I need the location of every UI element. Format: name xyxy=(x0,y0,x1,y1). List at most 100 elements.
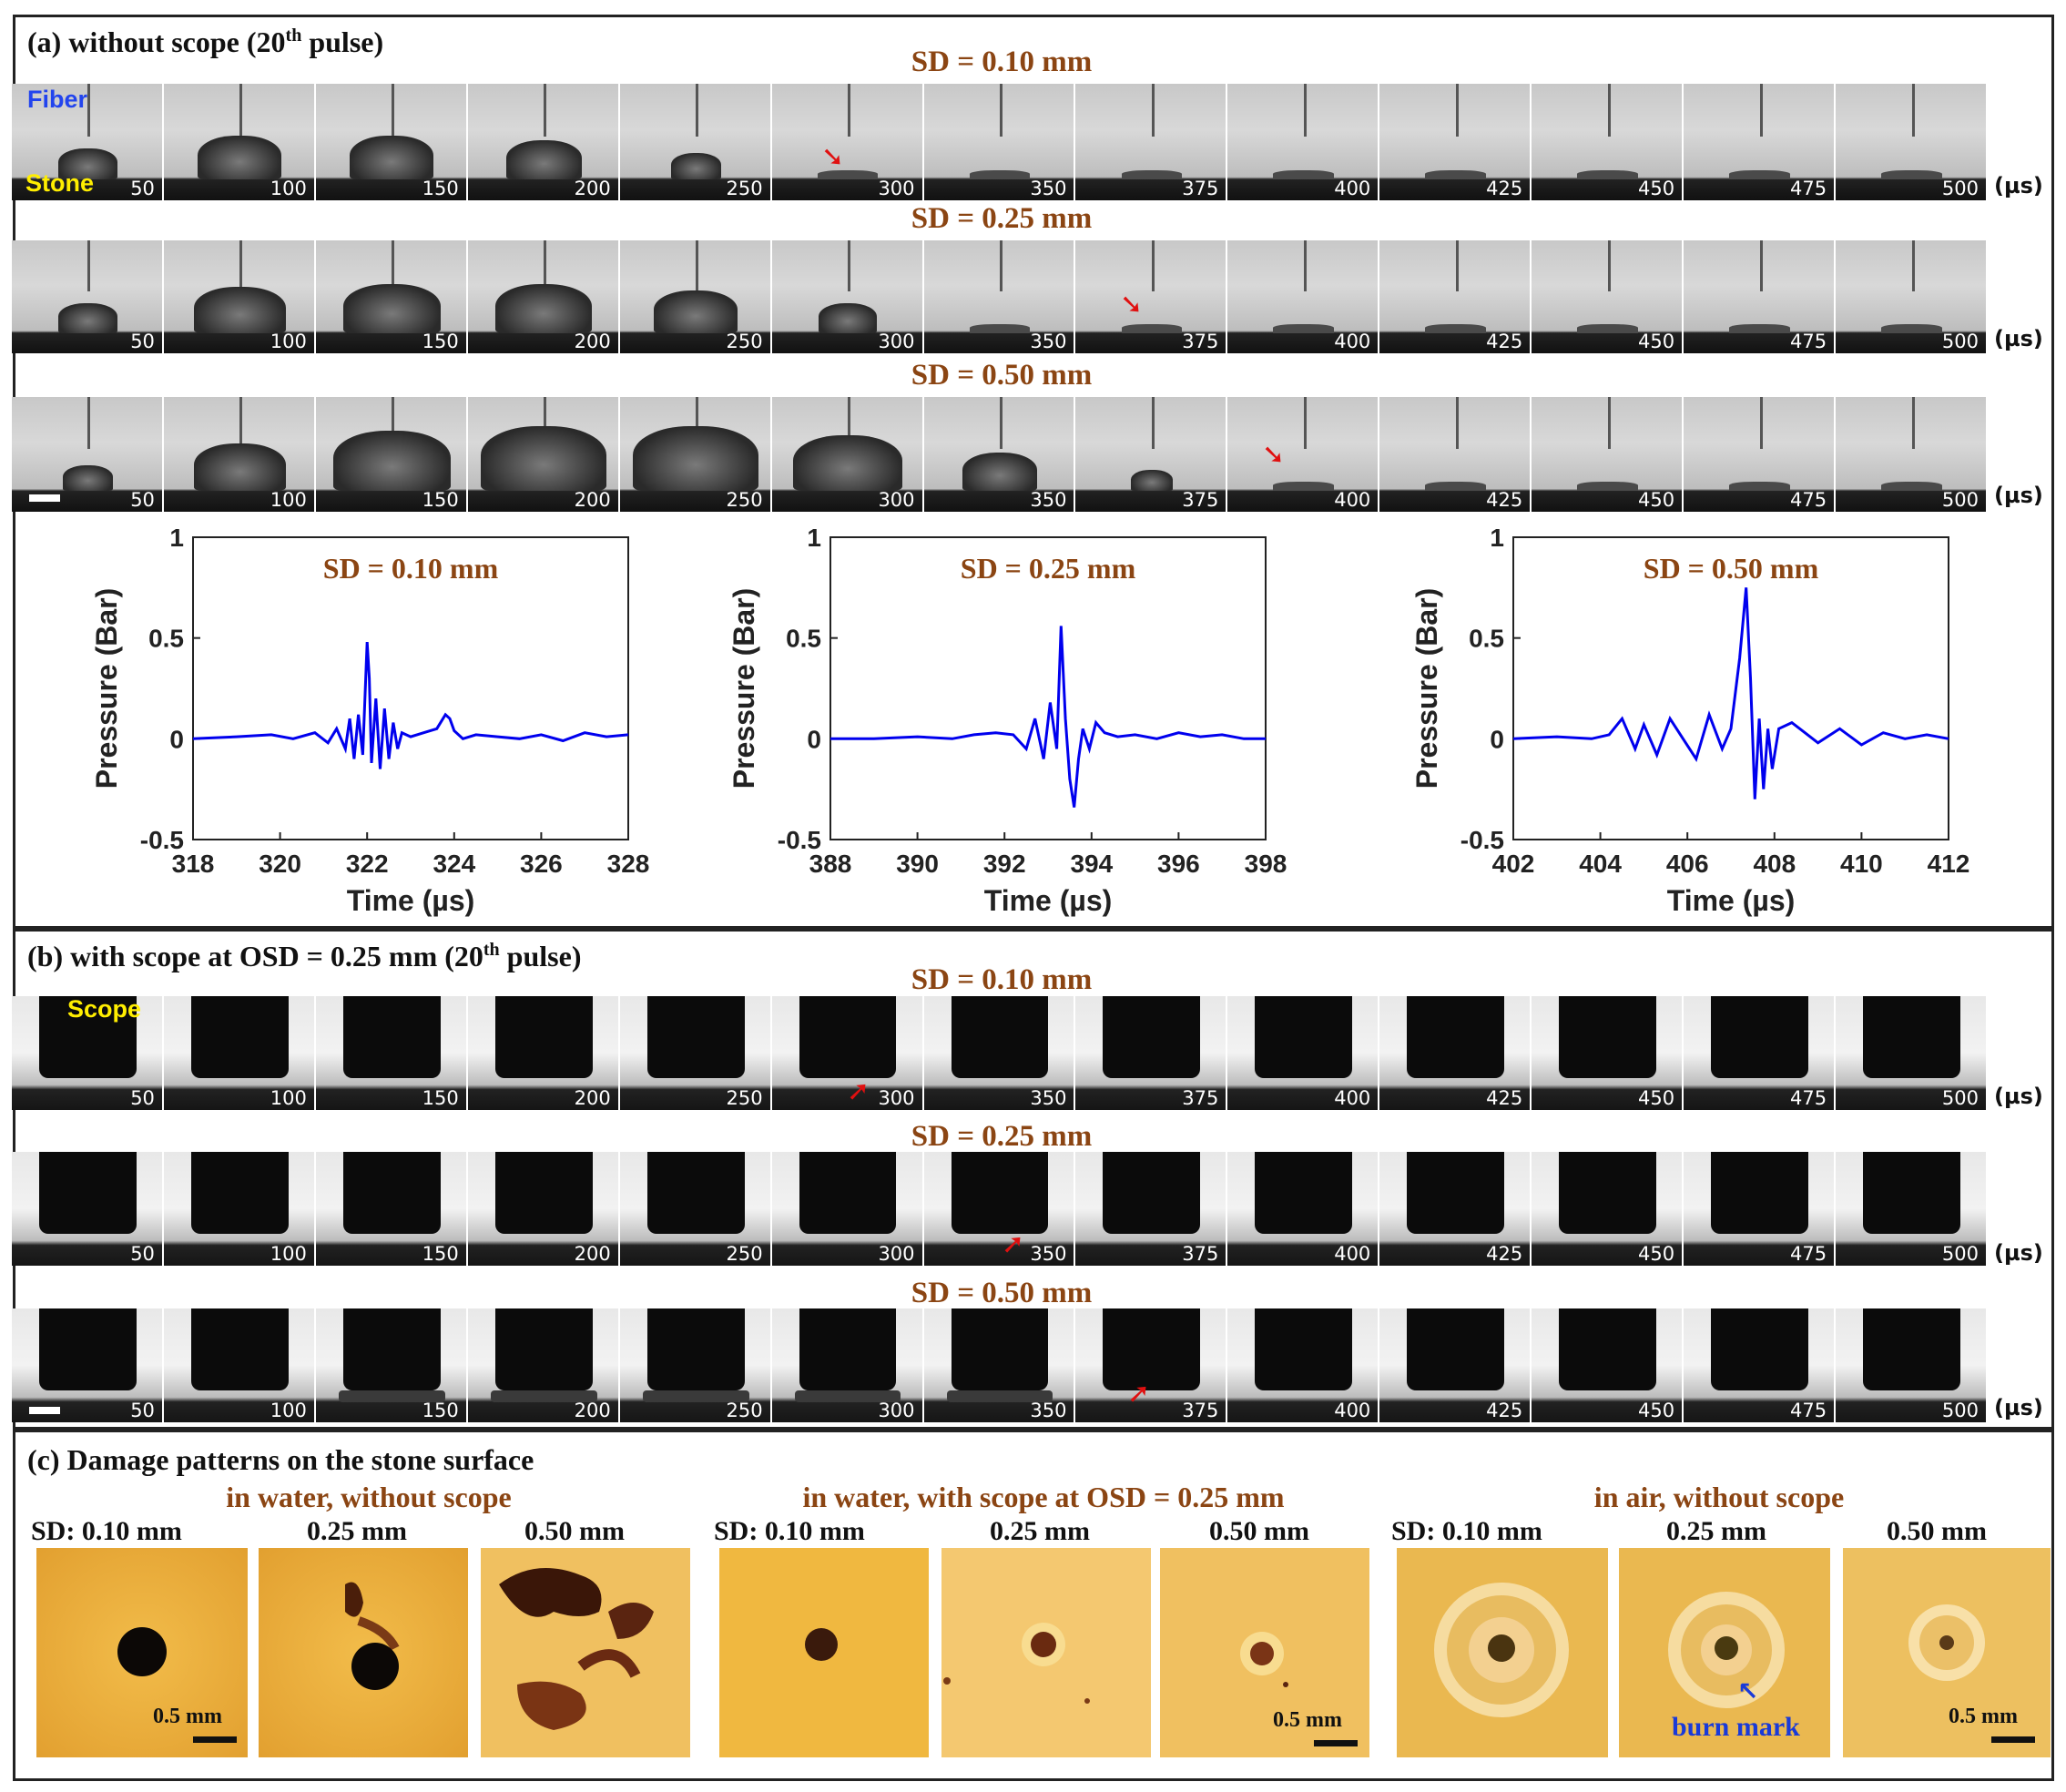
video-frame: 150 xyxy=(315,240,468,353)
time-label: 250 xyxy=(726,1087,763,1109)
time-label: 50 xyxy=(130,1400,155,1421)
time-label: 425 xyxy=(1486,1087,1523,1109)
time-unit-a3: (µs) xyxy=(1994,483,2043,508)
scope-label: Scope xyxy=(67,995,142,1023)
time-label: 300 xyxy=(878,1400,915,1421)
scope-tip xyxy=(951,1308,1049,1390)
video-frame: 100 xyxy=(163,996,316,1110)
plot-title: SD = 0.25 mm xyxy=(961,552,1136,585)
time-label: 500 xyxy=(1941,178,1979,199)
time-label: 150 xyxy=(422,1400,459,1421)
bubble xyxy=(1729,169,1790,179)
time-label: 400 xyxy=(1334,489,1371,511)
sd-label: 0.25 mm xyxy=(307,1516,407,1546)
pressure-plot-sd025: -0.5 0 0.5 1 388 390 392 394 396 398 SD = 0.25 mm T… xyxy=(728,524,1287,917)
video-frame: 250 xyxy=(619,397,772,512)
bubble xyxy=(817,169,879,179)
bubble xyxy=(1273,482,1335,492)
scope-tip xyxy=(799,996,897,1078)
fiber-line xyxy=(1151,84,1155,137)
scope-tip xyxy=(1711,1308,1808,1390)
video-frame: 400 xyxy=(1227,84,1380,200)
video-frame: 350 xyxy=(923,1308,1076,1422)
y-tick-label: 1 xyxy=(807,524,821,552)
x-tick-label: 398 xyxy=(1245,850,1287,878)
fiber-line xyxy=(1303,397,1307,449)
scope-tip xyxy=(799,1152,897,1234)
fiber-line xyxy=(1759,240,1763,291)
y-tick-label: 1 xyxy=(169,524,184,552)
time-label: 500 xyxy=(1941,1400,1979,1421)
time-label: 350 xyxy=(1030,178,1067,199)
time-label: 200 xyxy=(574,1087,611,1109)
fiber-line xyxy=(1759,397,1763,449)
bubble xyxy=(1577,482,1639,492)
scope-tip xyxy=(1711,996,1808,1078)
fiber-line xyxy=(392,397,395,449)
panel-b-title: (b) with scope at OSD = 0.25 mm (20th pu… xyxy=(27,940,582,972)
time-label: 300 xyxy=(878,489,915,511)
bubble xyxy=(1425,482,1487,492)
red-arrow-icon: ➘ xyxy=(821,141,845,173)
video-frame: 450 xyxy=(1532,397,1684,512)
video-frame: 100 xyxy=(163,1152,316,1266)
video-frame: 375 xyxy=(1075,1152,1228,1266)
video-frame: 400 xyxy=(1227,996,1380,1110)
scope-tip xyxy=(190,1308,289,1390)
fiber-line xyxy=(87,397,91,449)
y-axis-label: Pressure (Bar) xyxy=(728,588,760,789)
bubble xyxy=(333,431,451,492)
fiber-line xyxy=(544,84,547,137)
damage-image-water-025 xyxy=(259,1548,468,1757)
time-label: 375 xyxy=(1182,1243,1219,1265)
scope-tip xyxy=(1559,1152,1657,1234)
time-label: 300 xyxy=(878,331,915,352)
video-frame: 450 xyxy=(1532,1152,1684,1266)
y-tick-label: 0 xyxy=(169,725,184,753)
video-frame: 350 xyxy=(923,996,1076,1110)
time-label: 150 xyxy=(422,1087,459,1109)
y-tick-label: 1 xyxy=(1490,524,1504,552)
x-tick-label: 408 xyxy=(1753,850,1796,878)
time-label: 375 xyxy=(1182,331,1219,352)
time-label: 425 xyxy=(1486,489,1523,511)
time-label: 100 xyxy=(270,1400,307,1421)
fiber-label: Fiber xyxy=(27,86,88,113)
video-frame: 475 xyxy=(1684,84,1837,200)
bubble xyxy=(1881,323,1942,333)
bubble xyxy=(490,1390,597,1402)
time-label: 425 xyxy=(1486,1243,1523,1265)
time-label: 200 xyxy=(574,1243,611,1265)
time-label: 400 xyxy=(1334,1087,1371,1109)
frame-strip-a1: 50 100 150 200 250 300 350 375 400 425 450 475 500 xyxy=(12,84,1988,200)
scope-tip xyxy=(342,1308,441,1390)
sd-label: 0.50 mm xyxy=(524,1516,625,1546)
scope-tip xyxy=(39,996,137,1078)
video-frame: 150 xyxy=(315,1308,468,1422)
video-frame: 350 xyxy=(923,397,1076,512)
time-label: 250 xyxy=(726,1400,763,1421)
group-title-water-scope: in water, with scope at OSD = 0.25 mm xyxy=(802,1481,1285,1513)
video-frame: 50 xyxy=(12,397,164,512)
video-frame: 250 xyxy=(619,84,772,200)
scope-tip xyxy=(39,1308,137,1390)
row-title-b2: SD = 0.25 mm xyxy=(911,1120,1093,1153)
time-unit-b1: (µs) xyxy=(1994,1084,2043,1109)
pressure-series-line xyxy=(830,626,1266,808)
video-frame: 200 xyxy=(467,1152,620,1266)
row-title-b3: SD = 0.50 mm xyxy=(911,1277,1093,1309)
time-label: 375 xyxy=(1182,1400,1219,1421)
video-frame: 475 xyxy=(1684,996,1837,1110)
bubble xyxy=(1729,482,1790,492)
scope-tip xyxy=(1103,996,1201,1078)
video-frame: 100 xyxy=(163,397,316,512)
video-frame: 425 xyxy=(1379,84,1532,200)
y-axis-label: Pressure (Bar) xyxy=(90,588,123,789)
red-arrow-icon: ➚ xyxy=(847,1075,870,1107)
video-frame: 350 xyxy=(923,84,1076,200)
fiber-line xyxy=(848,240,851,291)
y-tick-label: -0.5 xyxy=(1460,826,1504,854)
pressure-series-line xyxy=(192,642,629,769)
time-label: 250 xyxy=(726,178,763,199)
fiber-line xyxy=(544,240,547,291)
